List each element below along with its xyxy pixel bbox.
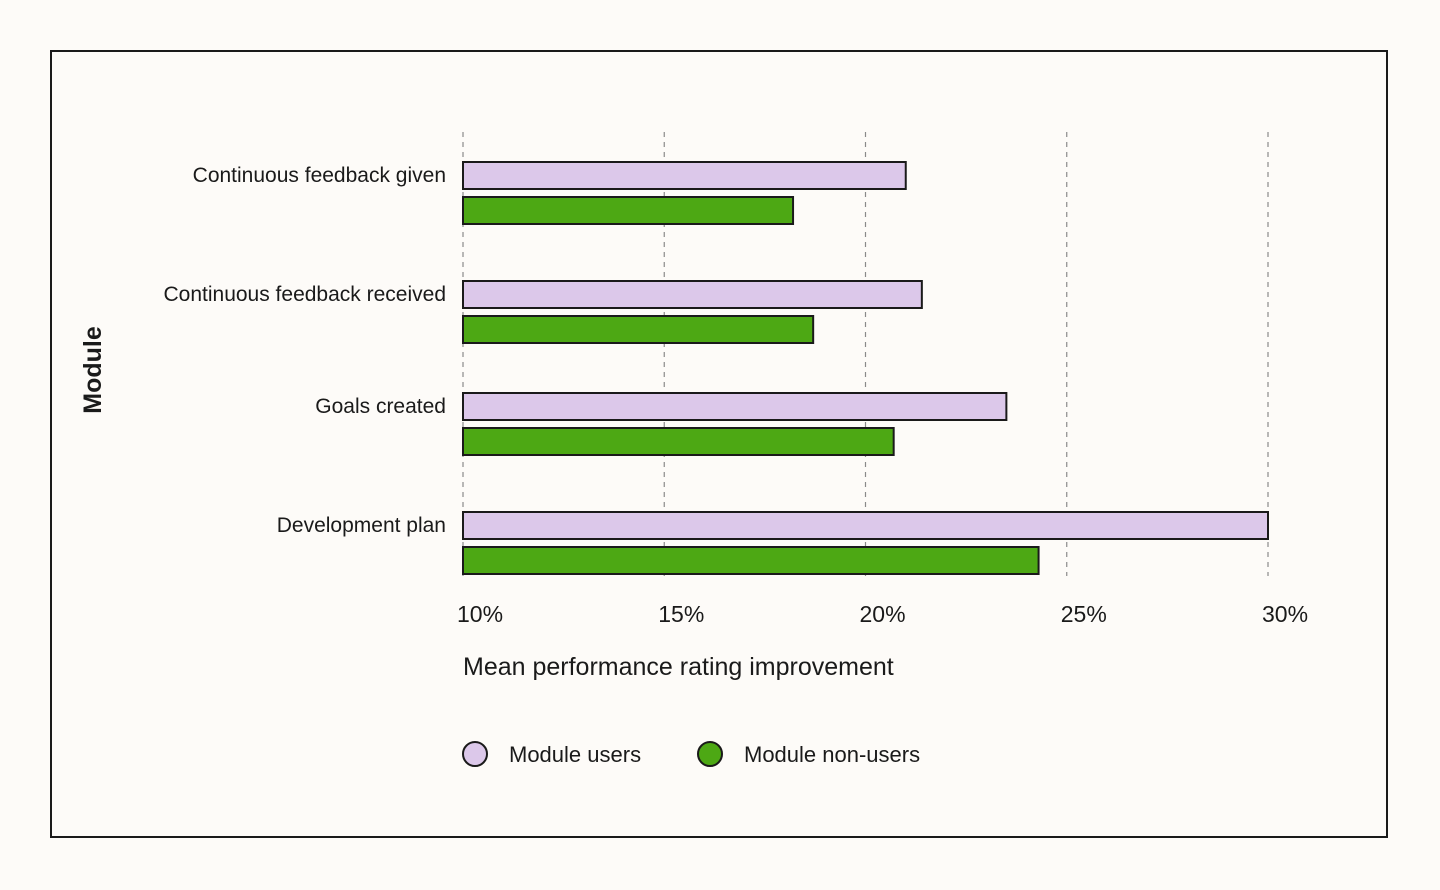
legend-swatch-users (462, 741, 488, 767)
legend-label: Module non-users (744, 742, 920, 767)
bar-users-1 (462, 280, 923, 309)
bar-non-users-0 (462, 196, 795, 225)
x-tick-label: 20% (860, 601, 906, 627)
x-tick-labels: 10% 15% 20% 25% 30% (457, 601, 1308, 627)
category-label: Development plan (277, 514, 446, 537)
x-tick-label: 10% (457, 601, 503, 627)
category-label: Continuous feedback received (163, 283, 446, 306)
x-tick-label: 30% (1262, 601, 1308, 627)
legend-swatch-non-users (697, 741, 723, 767)
bar-users-0 (462, 161, 907, 190)
bar-users-2 (462, 392, 1008, 421)
bar-chart: Continuous feedback given Continuous feed… (79, 132, 1308, 767)
category-labels: Continuous feedback given Continuous feed… (163, 164, 446, 537)
x-tick-label: 15% (658, 601, 704, 627)
y-axis-title: Module (79, 326, 107, 414)
bar-non-users-1 (462, 315, 815, 344)
x-axis-title: Mean performance rating improvement (463, 653, 894, 681)
legend-label: Module users (509, 742, 641, 767)
x-tick-label: 25% (1061, 601, 1107, 627)
chart-frame: Continuous feedback given Continuous feed… (50, 50, 1388, 838)
category-label: Goals created (315, 395, 446, 418)
bar-users-3 (462, 511, 1269, 540)
category-label: Continuous feedback given (193, 164, 446, 187)
bar-non-users-3 (462, 546, 1040, 575)
bar-non-users-2 (462, 427, 895, 456)
bars (462, 161, 1269, 575)
legend: Module users Module non-users (462, 741, 920, 767)
